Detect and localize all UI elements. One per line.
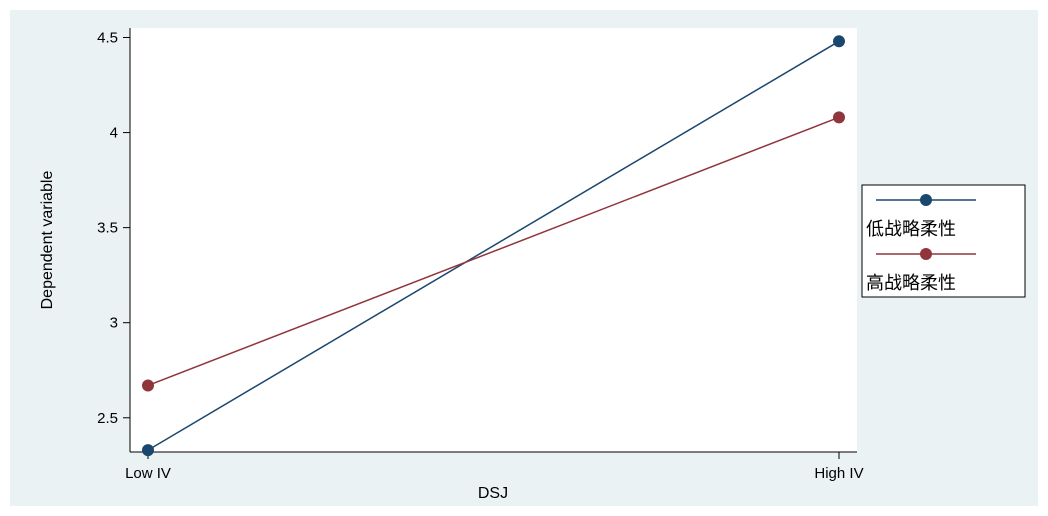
data-point [833,111,845,123]
legend-label: 高战略柔性 [866,273,956,294]
y-tick-label: 2.5 [97,410,118,427]
y-tick-label: 4 [110,125,118,142]
y-axis-title: Dependent variable [39,171,56,310]
data-point [142,379,154,391]
legend-swatch-marker [920,248,932,260]
x-tick-label: Low IV [125,465,171,482]
legend-label: 低战略柔性 [866,219,956,240]
data-point [833,35,845,47]
plot-area [130,28,857,452]
data-point [142,444,154,456]
y-tick-label: 3 [110,315,118,332]
legend-swatch-marker [920,194,932,206]
y-tick-label: 3.5 [97,220,118,237]
x-tick-label: High IV [814,465,863,482]
x-axis-title: DSJ [478,485,508,502]
y-tick-label: 4.5 [97,30,118,47]
